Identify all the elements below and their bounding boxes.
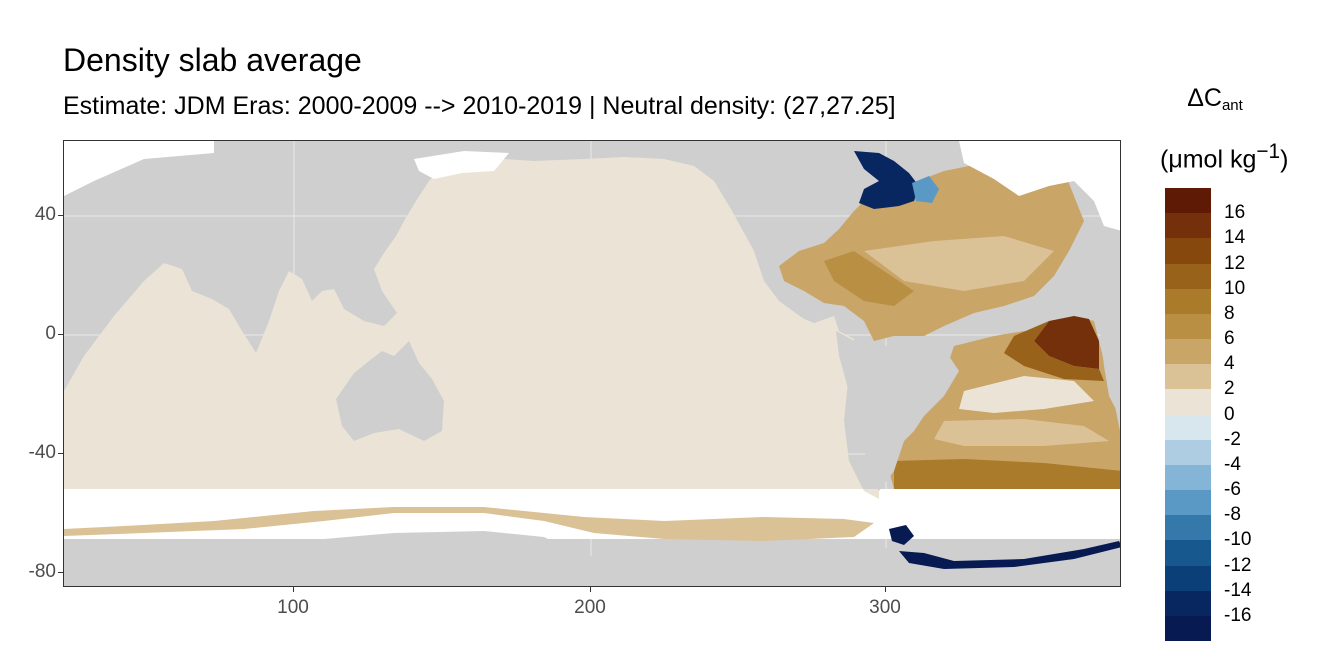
africa-land	[1099, 309, 1120, 418]
y-tick-mark-neg40	[58, 453, 63, 454]
legend-swatch	[1165, 339, 1211, 365]
legend-swatch	[1165, 439, 1211, 466]
x-tick-label-300: 300	[869, 597, 901, 618]
y-tick-mark-neg80	[58, 572, 63, 573]
indo-pacific-ocean	[64, 156, 879, 499]
legend-label: -16	[1224, 604, 1252, 626]
legend-label: -2	[1224, 428, 1241, 450]
map-panel	[63, 140, 1121, 587]
legend-title: ΔCant	[1160, 84, 1270, 114]
legend-swatch	[1165, 364, 1211, 390]
x-tick-label-100: 100	[277, 597, 309, 618]
y-tick-mark-40	[58, 215, 63, 216]
y-tick-label-neg80: -80	[28, 561, 56, 582]
legend-label: 6	[1224, 328, 1235, 349]
legend-label: 10	[1224, 277, 1246, 299]
x-tick-mark-300	[885, 587, 886, 592]
weddell-negative	[889, 525, 1120, 569]
nodata-patch-3	[64, 141, 214, 196]
legend-swatch	[1165, 565, 1211, 592]
y-tick-label-neg40: -40	[28, 442, 56, 463]
legend-swatch	[1165, 464, 1211, 491]
legend-label: -12	[1224, 554, 1252, 576]
legend-swatch	[1165, 590, 1211, 617]
legend-swatch	[1165, 313, 1211, 340]
legend-title-main: ΔC	[1187, 84, 1222, 112]
map-subtitle: Estimate: JDM Eras: 2000-2009 --> 2010-2…	[63, 92, 896, 120]
x-tick-mark-100	[293, 587, 294, 592]
legend-unit: (μmol kg−1)	[1160, 140, 1289, 174]
antarctica-land	[64, 531, 1120, 586]
legend-label: 0	[1224, 403, 1235, 425]
legend-label: 2	[1224, 378, 1235, 400]
legend-swatch	[1165, 288, 1211, 315]
nodata-patch-1	[414, 151, 509, 179]
legend-swatch	[1165, 188, 1211, 214]
legend-swatch	[1165, 389, 1211, 415]
atlantic-light-band-2	[934, 419, 1109, 446]
y-tick-label-40: 40	[34, 204, 56, 225]
map-title: Density slab average	[63, 42, 362, 78]
legend-swatch	[1165, 540, 1211, 566]
legend-swatch	[1165, 238, 1211, 264]
x-tick-mark-200	[590, 587, 591, 592]
south-atlantic-mid	[894, 459, 1120, 489]
legend-title-sub: ant	[1221, 97, 1243, 114]
nodata-patch-2	[959, 141, 1120, 231]
y-tick-mark-0	[58, 334, 63, 335]
gulf-of-guinea-mid	[1004, 321, 1104, 381]
x-tick-label-200: 200	[574, 597, 606, 618]
legend-label: -14	[1224, 579, 1252, 601]
legend-unit-sup: −1	[1256, 140, 1281, 163]
legend-swatch	[1165, 490, 1211, 516]
atlantic-light-band	[959, 376, 1094, 413]
labrador-sea-negative	[854, 151, 919, 209]
atlantic-north-light	[864, 236, 1054, 291]
legend-label: -10	[1224, 529, 1252, 551]
south-america-land	[836, 331, 959, 491]
legend-unit-prefix: (μmol kg	[1160, 145, 1257, 174]
legend-label: 16	[1224, 202, 1246, 224]
north-atlantic-orange	[824, 251, 914, 306]
legend-swatch	[1165, 213, 1211, 239]
y-tick-label-0: 0	[45, 323, 56, 344]
legend-unit-suffix: )	[1280, 145, 1289, 174]
map-svg	[64, 141, 1120, 586]
legend-swatch	[1165, 414, 1211, 441]
legend-label: -8	[1224, 504, 1241, 526]
legend-label: 14	[1224, 227, 1246, 249]
gulf-of-guinea-dark	[1034, 316, 1099, 369]
legend-label: 12	[1224, 252, 1246, 274]
legend-label: -4	[1224, 453, 1241, 475]
legend-label: -6	[1224, 479, 1241, 500]
legend-swatch	[1165, 615, 1211, 642]
legend-label: 4	[1224, 353, 1235, 375]
australia-land	[336, 341, 444, 441]
antarctic-shelf	[64, 507, 874, 541]
legend-swatch	[1165, 515, 1211, 541]
labrador-sea-blue	[912, 176, 939, 203]
legend-swatch	[1165, 263, 1211, 290]
legend-label: 8	[1224, 302, 1235, 324]
